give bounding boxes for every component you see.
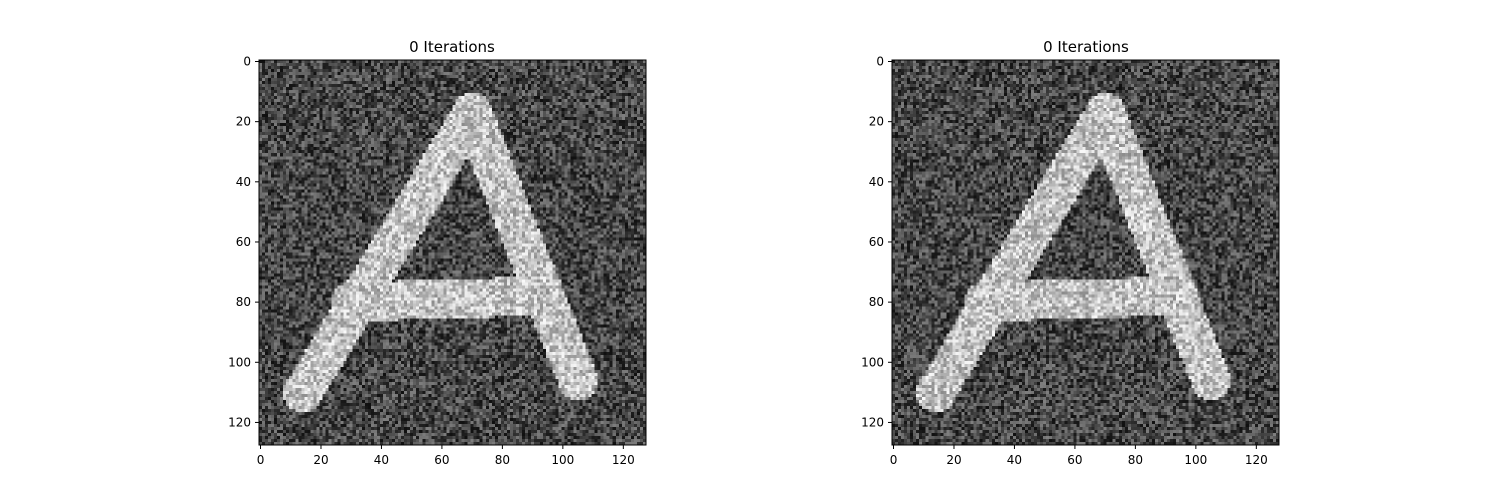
left-x-tick-label: 60	[434, 453, 449, 467]
right-y-tick-label: 60	[869, 235, 884, 249]
left-axes-frame	[258, 59, 647, 446]
right-y-tick-label: 40	[869, 175, 884, 189]
right-x-tick-label: 60	[1067, 453, 1082, 467]
right-x-tick-label: 20	[946, 453, 961, 467]
right-panel-title: 0 Iterations	[1043, 38, 1129, 56]
right-x-tick-label: 0	[890, 453, 898, 467]
left-y-tick-label: 40	[236, 175, 251, 189]
left-x-tick-label: 80	[495, 453, 510, 467]
left-y-tick-label: 60	[236, 235, 251, 249]
right-panel: 0 Iterations 0 20 40 60 80 100 120 0 20 40 60 80 100…	[861, 38, 1280, 467]
right-noisy-image	[892, 60, 1279, 445]
left-x-tick-label: 100	[551, 453, 574, 467]
left-x-tick-label: 20	[313, 453, 328, 467]
right-y-tick-label: 80	[869, 295, 884, 309]
left-panel-title: 0 Iterations	[409, 38, 495, 56]
right-axes-frame	[891, 59, 1280, 446]
left-x-tick-label: 0	[257, 453, 265, 467]
left-panel: 0 Iterations 0 20 40 60 80 100 120 0 20 40 60 80 100…	[228, 38, 647, 467]
left-y-tick-label: 80	[236, 295, 251, 309]
left-x-tick-label: 120	[612, 453, 635, 467]
right-y-tick-label: 20	[869, 115, 884, 129]
left-noisy-image	[259, 60, 646, 445]
right-image-area	[891, 59, 1280, 446]
right-y-tick-label: 100	[861, 355, 884, 369]
right-x-tick-label: 120	[1245, 453, 1268, 467]
right-y-tick-label: 0	[876, 55, 884, 69]
left-y-tick-label: 120	[228, 415, 251, 429]
left-y-tick-label: 100	[228, 355, 251, 369]
left-y-tick-label: 0	[243, 55, 251, 69]
left-axis-ticks: 0 20 40 60 80 100 120 0 20 40 60 80 100 120	[228, 55, 635, 467]
right-x-tick-label: 80	[1128, 453, 1143, 467]
left-x-tick-label: 40	[374, 453, 389, 467]
right-x-tick-label: 40	[1007, 453, 1022, 467]
right-y-tick-label: 120	[861, 415, 884, 429]
left-image-area	[258, 59, 647, 446]
left-y-tick-label: 20	[236, 115, 251, 129]
right-axis-ticks: 0 20 40 60 80 100 120 0 20 40 60 80 100 120	[861, 55, 1268, 467]
right-x-tick-label: 100	[1184, 453, 1207, 467]
